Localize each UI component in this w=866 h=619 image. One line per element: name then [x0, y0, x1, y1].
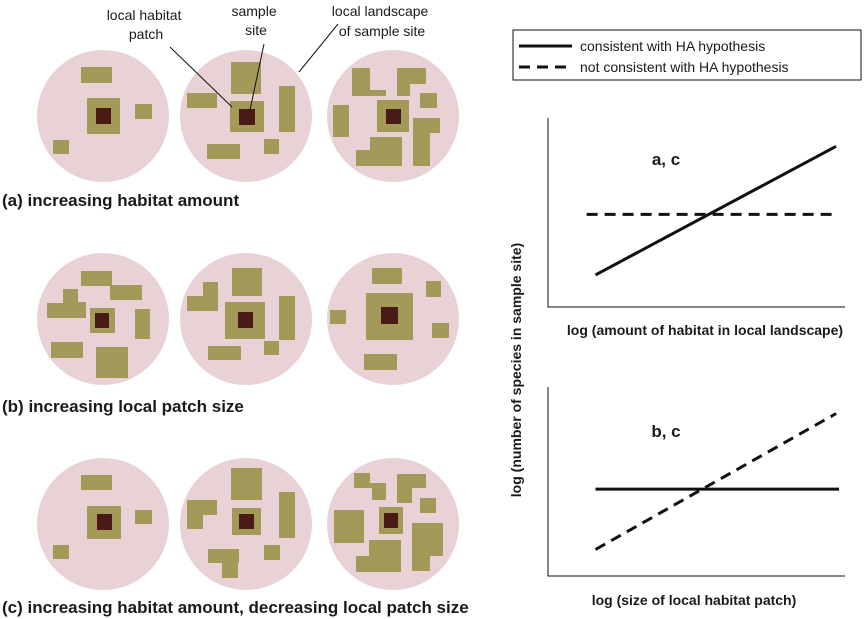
habitat-patch: [110, 285, 142, 300]
sample-site: [96, 108, 111, 124]
sample-site: [95, 313, 109, 328]
legend-dashed-label: not consistent with HA hypothesis: [580, 59, 789, 75]
habitat-patch: [264, 139, 279, 154]
chart-bottom-axes: [547, 387, 845, 577]
landscape-c3: [327, 458, 459, 590]
habitat-patch: [187, 282, 218, 311]
legend: consistent with HA hypothesis not consis…: [512, 29, 862, 81]
shared-y-axis-label: log (number of species in sample site): [508, 243, 524, 497]
landscape-a1: [37, 50, 169, 182]
habitat-patch: [264, 545, 280, 560]
habitat-patch: [81, 271, 112, 286]
sample-site: [239, 109, 255, 125]
sample-site: [386, 109, 401, 124]
sample-site: [239, 514, 254, 529]
landscape-a3: [327, 50, 459, 182]
landscape-b1: [37, 253, 169, 385]
row-label-b: (b) increasing local patch size: [2, 397, 244, 416]
habitat-patch: [231, 468, 262, 500]
habitat-patch: [81, 67, 112, 83]
chart-top-axes: [547, 118, 845, 308]
habitat-patch: [208, 346, 241, 360]
habitat-patch: [432, 323, 449, 338]
habitat-patch: [81, 475, 112, 490]
leader-local-landscape: [298, 23, 339, 73]
callout-local-landscape: local landscape of sample site: [332, 3, 432, 39]
habitat-patch: [51, 342, 83, 358]
habitat-patch: [356, 540, 401, 572]
habitat-patch: [279, 492, 295, 538]
habitat-patch: [279, 86, 295, 132]
callout-local-habitat-patch: local habitat patch: [107, 7, 186, 42]
habitat-patch: [356, 137, 402, 166]
callouts: local habitat patch sample site local la…: [107, 3, 432, 111]
row-c-landscapes: [37, 458, 459, 590]
habitat-patch: [231, 62, 261, 94]
habitat-patch: [354, 473, 386, 500]
leader-sample-site: [249, 43, 265, 111]
chart-bottom: b, c log (size of local habitat patch): [547, 387, 845, 608]
habitat-patch: [420, 498, 436, 513]
chart-top: a, c log (amount of habitat in local lan…: [547, 118, 845, 338]
legend-solid-label: consistent with HA hypothesis: [580, 38, 765, 54]
habitat-patch: [333, 105, 349, 137]
landscape-c1: [37, 458, 169, 590]
landscape-a2: [180, 50, 312, 182]
habitat-patch: [232, 268, 262, 296]
habitat-patch: [397, 474, 426, 503]
legend-box: [512, 29, 862, 81]
habitat-patch: [420, 93, 437, 108]
row-b-landscapes: [37, 253, 459, 385]
habitat-patch: [397, 68, 426, 96]
habitat-patch: [330, 310, 346, 324]
habitat-patch: [47, 289, 86, 318]
habitat-patch: [334, 510, 364, 543]
row-label-c: (c) increasing habitat amount, decreasin…: [2, 598, 469, 617]
habitat-patch: [53, 545, 69, 559]
habitat-patch: [135, 510, 152, 524]
chart-top-x-axis-label: log (amount of habitat in local landscap…: [567, 322, 843, 338]
chart-bottom-x-axis-label: log (size of local habitat patch): [592, 592, 797, 608]
habitat-patch: [364, 354, 397, 370]
habitat-patch: [53, 140, 69, 154]
callout-sample-site: sample site: [231, 3, 280, 38]
landscape-c2: [180, 458, 312, 590]
chart-bottom-panel-label: b, c: [651, 422, 680, 441]
habitat-patch: [372, 268, 402, 284]
habitat-patch: [426, 281, 441, 297]
sample-site: [97, 514, 112, 530]
sample-site: [381, 307, 398, 324]
sample-site: [384, 513, 398, 528]
habitat-patch: [135, 104, 152, 119]
landscape-b3: [327, 253, 459, 385]
chart-bottom-series-dashed-line: [594, 412, 837, 551]
habitat-patch: [279, 296, 295, 340]
landscape-b2: [180, 253, 312, 385]
row-a-landscapes: [37, 50, 459, 182]
habitat-patch: [207, 144, 240, 159]
habitat-patch: [352, 68, 386, 96]
row-label-a: (a) increasing habitat amount: [2, 191, 239, 210]
habitat-patch: [187, 93, 217, 108]
habitat-patch: [412, 523, 443, 571]
habitat-patch: [264, 341, 279, 355]
habitat-patch: [96, 347, 128, 378]
leader-local-habitat-patch: [169, 46, 233, 108]
habitat-patch: [187, 500, 217, 529]
chart-top-series-solid-line: [594, 144, 837, 277]
habitat-patch: [413, 118, 440, 166]
habitat-patch: [135, 309, 150, 339]
habitat-patch: [208, 549, 239, 578]
sample-site: [238, 312, 253, 328]
chart-top-panel-label: a, c: [652, 150, 680, 169]
